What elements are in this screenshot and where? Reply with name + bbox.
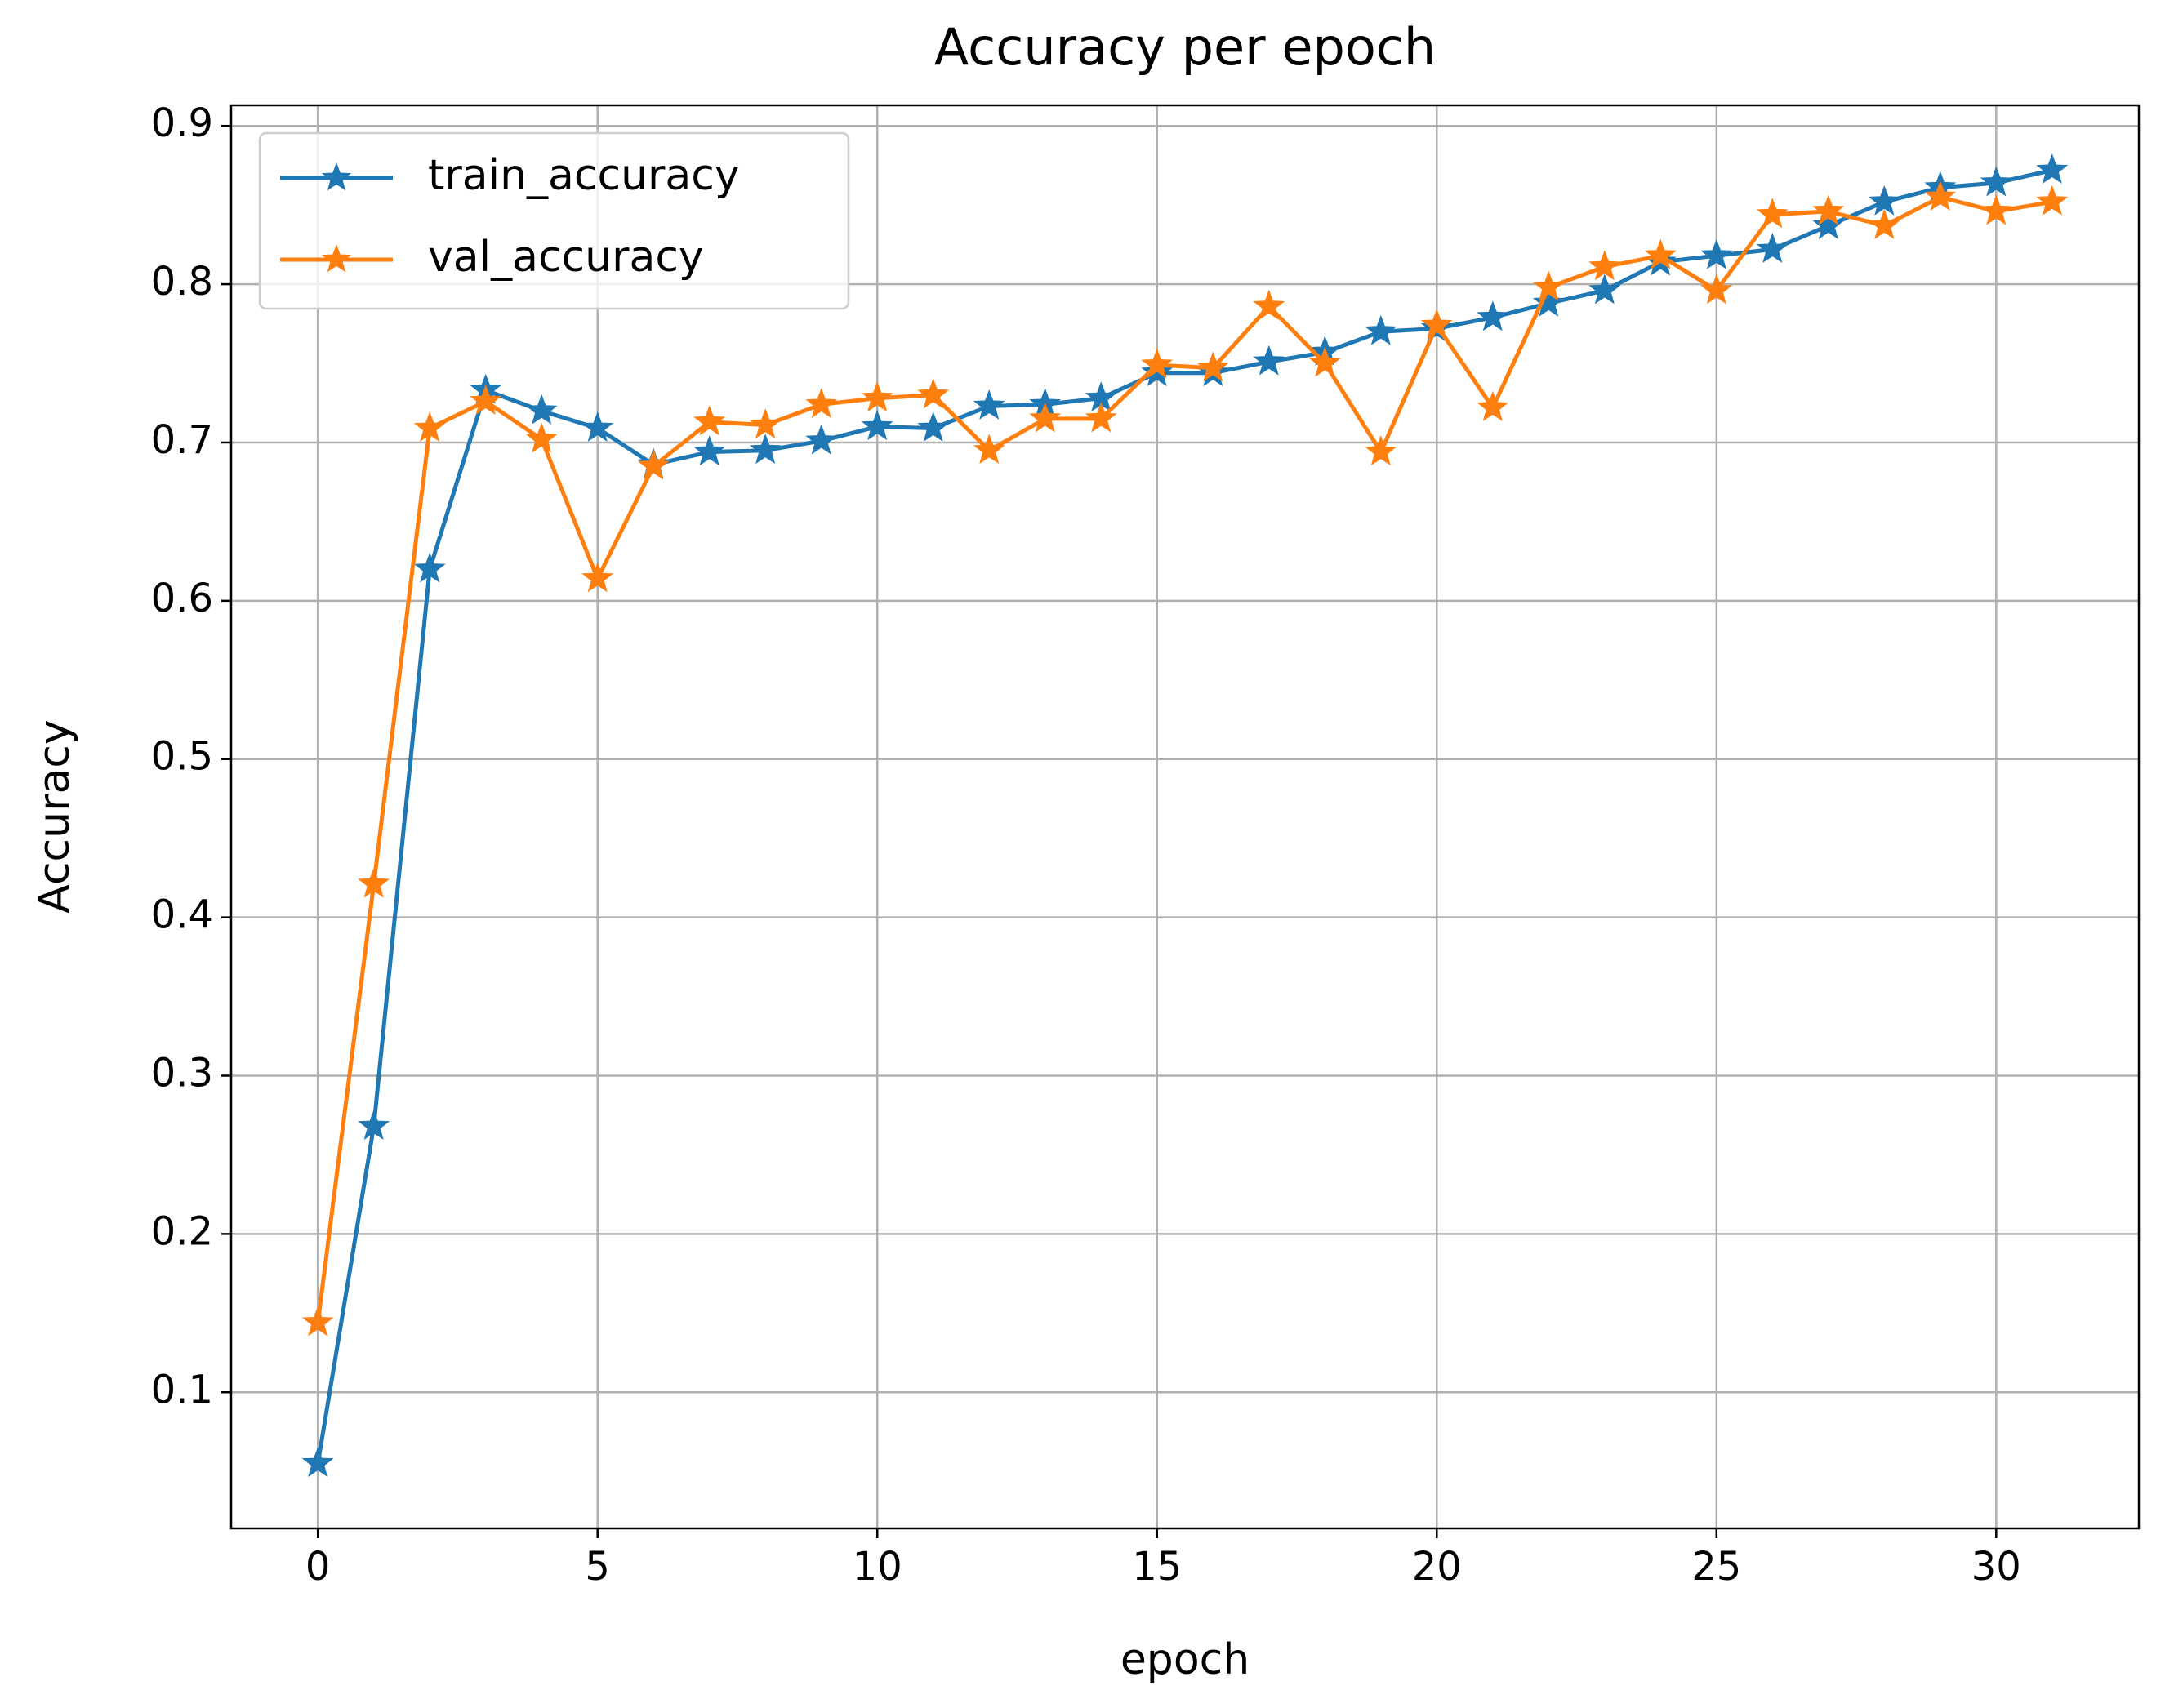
marker — [805, 424, 838, 455]
marker — [749, 408, 782, 439]
y-tick-label: 0.9 — [151, 100, 213, 146]
marker — [1700, 274, 1733, 305]
marker — [1756, 232, 1789, 263]
marker — [1532, 270, 1565, 301]
marker — [749, 434, 782, 465]
marker — [581, 411, 614, 443]
marker — [1029, 402, 1062, 433]
marker — [470, 385, 502, 416]
y-axis-label: Accuracy — [30, 719, 79, 913]
y-tick-label: 0.1 — [151, 1367, 213, 1412]
marker — [805, 387, 838, 418]
marker — [2036, 153, 2069, 185]
y-tick-label: 0.8 — [151, 259, 213, 305]
marker — [525, 422, 558, 453]
x-tick-label: 25 — [1691, 1544, 1741, 1590]
marker — [973, 434, 1005, 465]
marker — [693, 435, 726, 466]
chart-title: Accuracy per epoch — [934, 17, 1436, 77]
marker — [1588, 274, 1621, 305]
series-line — [315, 168, 2053, 1464]
marker — [1868, 208, 1900, 239]
marker — [301, 1447, 334, 1478]
marker — [413, 411, 446, 443]
marker — [413, 552, 446, 583]
marker — [525, 394, 558, 425]
marker — [1253, 289, 1285, 320]
x-tick-label: 20 — [1412, 1544, 1462, 1590]
x-tick-label: 5 — [585, 1544, 610, 1590]
x-tick-label: 30 — [1971, 1544, 2021, 1590]
y-tick-label: 0.5 — [151, 734, 213, 780]
marker — [1532, 286, 1565, 317]
marker — [1196, 351, 1229, 382]
marker — [1141, 348, 1174, 379]
marker — [1980, 166, 2012, 197]
marker — [693, 405, 726, 436]
y-tick-label: 0.4 — [151, 892, 213, 938]
marker — [1588, 250, 1621, 281]
legend-label: train_accuracy — [428, 151, 740, 200]
marker — [1868, 185, 1900, 216]
y-tick-label: 0.6 — [151, 576, 213, 621]
x-tick-label: 15 — [1132, 1544, 1182, 1590]
marker — [1365, 435, 1397, 466]
marker — [358, 1110, 390, 1141]
marker — [1756, 198, 1789, 229]
y-tick-label: 0.3 — [151, 1050, 213, 1096]
marker — [581, 562, 614, 593]
marker — [1365, 314, 1397, 345]
marker — [861, 410, 893, 441]
marker — [1700, 238, 1733, 269]
legend-box — [258, 131, 850, 310]
x-tick-label: 10 — [853, 1544, 902, 1590]
marker — [917, 378, 950, 409]
marker — [973, 389, 1005, 420]
marker — [1477, 390, 1509, 421]
marker — [1924, 180, 1957, 211]
marker — [1477, 300, 1509, 331]
y-tick-label: 0.7 — [151, 417, 213, 463]
marker — [1980, 194, 2012, 225]
marker — [2036, 185, 2069, 216]
marker — [1812, 194, 1845, 225]
plot-frame — [229, 104, 2141, 1530]
marker — [637, 449, 670, 480]
marker — [1308, 346, 1341, 377]
legend-label: val_accuracy — [428, 233, 704, 282]
marker — [1085, 402, 1117, 433]
marker — [301, 1305, 334, 1337]
legend-marker — [321, 162, 352, 191]
marker — [1812, 208, 1845, 239]
x-tick-label: 0 — [305, 1544, 331, 1590]
marker — [1644, 238, 1677, 269]
legend-marker — [321, 244, 352, 273]
marker — [1420, 309, 1453, 340]
x-axis-label: epoch — [1120, 1635, 1250, 1684]
marker — [358, 867, 390, 898]
marker — [1253, 345, 1285, 376]
y-tick-label: 0.2 — [151, 1208, 213, 1254]
marker — [861, 381, 893, 412]
marker — [917, 411, 950, 443]
